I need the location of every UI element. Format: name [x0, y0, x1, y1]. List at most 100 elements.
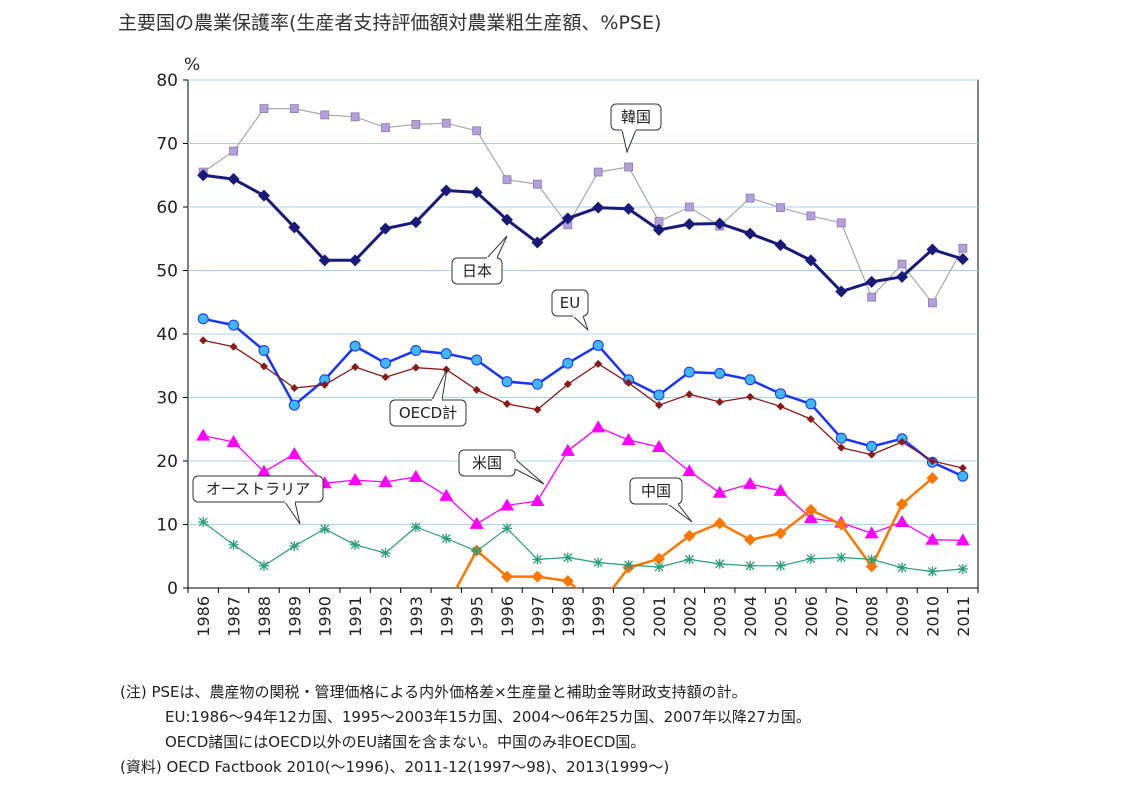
x-tick-label-1988: 1988: [255, 596, 274, 637]
point-australia-2010-d2: [927, 567, 937, 576]
point-eu-1995: [471, 354, 483, 366]
point-australia-1995-d2: [472, 546, 482, 556]
point-oecd-1998: [563, 380, 572, 389]
point-australia-1988-d2: [259, 561, 269, 571]
x-tick-label-2002: 2002: [680, 596, 699, 637]
point-australia-1999-d2: [593, 558, 603, 568]
point-australia-1986-d2: [198, 517, 208, 527]
x-tick-label-2007: 2007: [832, 596, 851, 637]
point-australia-2005: [775, 560, 786, 571]
point-australia-1998-d2: [563, 553, 573, 562]
point-korea-2008: [867, 292, 877, 302]
point-china-2009: [896, 498, 909, 511]
point-australia-1995: [471, 546, 482, 557]
x-tick-label-2008: 2008: [863, 596, 882, 637]
point-japan-2002: [683, 218, 696, 231]
y-tick-label-10: 10: [156, 516, 178, 536]
point-oecd-2010: [928, 457, 937, 465]
y-tick-label-70: 70: [156, 135, 178, 155]
callout-label-oecd: OECD計: [399, 404, 457, 422]
point-eu-2007: [835, 432, 847, 444]
note-line-4: (資料) OECD Factbook 2010(〜1996)、2011-12(1…: [120, 758, 670, 776]
point-usa-2009: [895, 514, 910, 527]
point-japan-1995: [470, 186, 483, 199]
point-australia-1994: [441, 533, 452, 544]
point-australia-2006: [805, 553, 816, 564]
point-usa-2004: [743, 476, 758, 489]
x-tick-label-1999: 1999: [589, 596, 608, 637]
point-usa-2006: [803, 511, 818, 524]
point-eu-1991: [349, 340, 361, 352]
point-korea-2006: [806, 211, 816, 221]
point-usa-2005: [773, 483, 788, 496]
point-japan-2010: [926, 243, 939, 256]
point-australia-2003-d2: [715, 559, 725, 569]
point-oecd-2007: [837, 443, 846, 452]
point-eu-2006: [805, 398, 817, 410]
point-oecd-1989: [290, 383, 299, 392]
point-eu-1997: [531, 378, 543, 390]
point-australia-1993: [410, 522, 421, 533]
point-usa-1988: [256, 464, 271, 477]
x-tick-label-1994: 1994: [437, 596, 456, 637]
point-japan-1997: [531, 236, 544, 249]
point-japan-2004: [744, 227, 757, 240]
x-tick-label-1992: 1992: [377, 596, 396, 637]
chart-title: 主要国の農業保護率(生産者支持評価額対農業粗生産額、%PSE): [118, 12, 662, 34]
point-oecd-1988: [259, 362, 268, 371]
point-usa-1995: [469, 516, 484, 529]
point-australia-2005-d2: [776, 561, 785, 571]
point-japan-1996: [501, 213, 514, 226]
point-usa-1996: [500, 498, 515, 511]
point-china-2008: [865, 560, 878, 573]
point-oecd-1995: [472, 385, 481, 394]
point-japan-2008: [865, 275, 878, 288]
point-australia-2002: [684, 554, 695, 565]
point-korea-1999: [593, 167, 603, 177]
point-australia-2004: [745, 560, 756, 571]
x-tick-label-2000: 2000: [620, 596, 639, 637]
point-japan-2005: [774, 239, 787, 252]
point-korea-1995: [472, 126, 482, 136]
point-usa-2002: [682, 464, 697, 477]
x-tick-label-1997: 1997: [528, 596, 547, 637]
x-tick-label-2011: 2011: [954, 596, 973, 637]
y-tick-label-0: 0: [167, 579, 178, 599]
x-tick-label-1996: 1996: [498, 596, 517, 637]
point-australia-1989: [289, 541, 300, 552]
point-usa-1986: [196, 428, 211, 441]
point-australia-2000-d2: [624, 560, 634, 570]
point-japan-2011: [956, 253, 969, 266]
point-eu-1988: [258, 345, 270, 357]
note-line-1: (注) PSEは、農産物の関税・管理価格による内外価格差×生産量と補助金等財政支…: [120, 683, 747, 701]
point-japan-2006: [804, 254, 817, 267]
point-eu-1989: [288, 399, 300, 411]
point-korea-2010: [928, 298, 937, 308]
series-line-australia: [202, 521, 963, 573]
point-australia-1992-d2: [381, 548, 390, 558]
x-tick-label-1991: 1991: [346, 596, 365, 637]
point-oecd-2006: [806, 415, 815, 424]
point-oecd-2003: [715, 397, 724, 406]
x-tick-label-2005: 2005: [772, 596, 791, 637]
point-australia-1989-d2: [289, 541, 299, 551]
point-usa-2011: [955, 533, 970, 546]
y-tick-label-80: 80: [156, 71, 178, 91]
x-tick-label-2003: 2003: [711, 596, 730, 637]
point-australia-1987: [228, 539, 239, 550]
point-oecd-1997: [533, 405, 542, 414]
series-japan: [197, 169, 969, 298]
point-eu-1993: [410, 345, 422, 357]
point-australia-2008-d2: [867, 554, 877, 564]
point-usa-2003: [712, 485, 727, 498]
point-australia-1992: [380, 548, 391, 559]
x-tick-label-1989: 1989: [285, 596, 304, 637]
point-japan-1992: [379, 222, 392, 235]
point-japan-1988: [257, 189, 270, 202]
point-japan-1999: [592, 201, 605, 214]
point-china-1997: [531, 570, 544, 583]
point-australia-1998: [562, 552, 573, 563]
point-china-1996: [501, 570, 514, 583]
callout-label-korea: 韓国: [621, 108, 651, 126]
